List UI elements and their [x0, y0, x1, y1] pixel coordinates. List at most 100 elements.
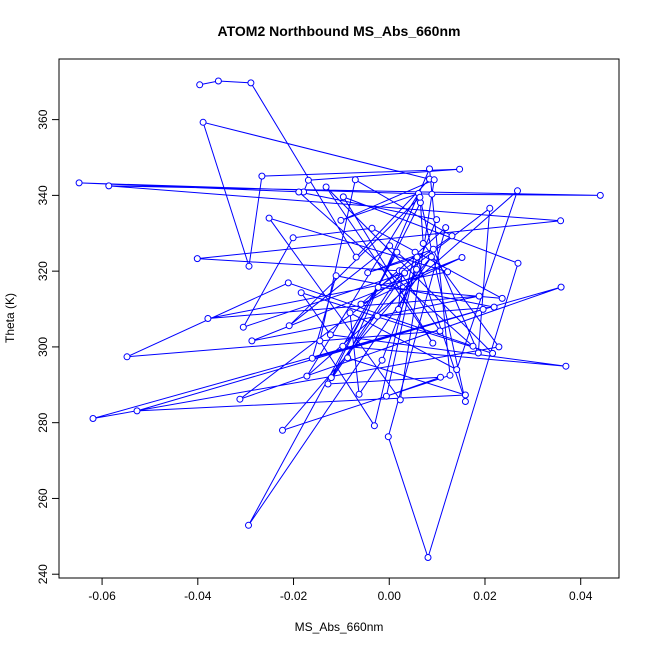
data-point: [453, 366, 461, 374]
data-point: [413, 265, 420, 273]
data-point: [236, 395, 244, 403]
y-tick-label: 260: [36, 488, 50, 508]
data-point: [419, 240, 427, 247]
data-point: [433, 216, 441, 224]
data-point: [437, 373, 444, 381]
data-point: [245, 262, 253, 270]
data-point: [486, 204, 494, 212]
data-point: [284, 279, 292, 287]
data-point: [279, 426, 286, 434]
series-line: [79, 80, 601, 560]
data-point: [133, 407, 141, 415]
data-point: [490, 303, 498, 311]
data-point: [214, 77, 222, 85]
x-tick-label: 0.04: [569, 589, 593, 603]
series-points: [75, 77, 604, 561]
data-point: [474, 349, 482, 357]
y-axis: 240 260 280 300 320 340 360: [36, 109, 60, 584]
y-axis-label: Theta (K): [3, 293, 17, 343]
x-axis-label: MS_Abs_660nm: [295, 620, 384, 634]
data-point: [285, 322, 293, 330]
y-tick-label: 340: [36, 185, 50, 205]
data-point: [370, 422, 378, 430]
data-point: [489, 349, 497, 357]
data-point: [461, 391, 469, 399]
data-point: [248, 337, 256, 345]
data-point: [352, 253, 360, 261]
data-point: [448, 232, 456, 240]
y-tick-label: 300: [36, 337, 50, 357]
data-point: [442, 224, 450, 232]
data-point: [475, 292, 483, 300]
x-tick-label: -0.04: [184, 589, 212, 603]
data-point: [123, 353, 131, 361]
data-point: [316, 337, 324, 345]
data-point: [446, 371, 454, 379]
data-point: [413, 253, 421, 261]
data-point: [557, 217, 565, 225]
data-point: [384, 433, 392, 441]
data-point: [514, 187, 521, 195]
data-point: [326, 331, 334, 339]
data-point: [427, 253, 435, 261]
y-tick-label: 360: [36, 109, 50, 129]
data-point: [436, 327, 444, 335]
data-point: [374, 283, 382, 291]
chart-title: ATOM2 Northbound MS_Abs_660nm: [218, 23, 461, 39]
data-point: [393, 248, 401, 256]
data-point: [332, 272, 340, 280]
data-point: [596, 191, 604, 199]
data-point: [265, 214, 273, 222]
y-tick-label: 320: [36, 261, 50, 281]
data-point: [89, 415, 97, 422]
data-point: [429, 245, 437, 253]
x-tick-label: 0.02: [473, 589, 497, 603]
data-point: [204, 315, 212, 322]
data-point: [295, 188, 303, 196]
data-point: [514, 259, 522, 267]
data-point: [324, 380, 332, 388]
data-point: [346, 309, 354, 317]
data-point: [339, 193, 347, 201]
data-point: [495, 343, 503, 351]
data-point: [193, 255, 201, 263]
x-tick-label: -0.02: [280, 589, 308, 603]
data-point: [456, 165, 464, 173]
data-point: [458, 254, 466, 261]
data-point: [378, 356, 386, 364]
data-point: [337, 216, 345, 224]
data-point: [386, 242, 394, 250]
data-point: [75, 179, 83, 187]
data-point: [429, 339, 437, 347]
data-point: [308, 354, 316, 362]
data-point: [426, 165, 433, 173]
data-point: [351, 176, 359, 184]
data-point: [498, 294, 506, 302]
data-point: [247, 79, 255, 87]
data-point: [424, 554, 432, 561]
data-point: [245, 521, 252, 529]
data-point: [461, 398, 469, 405]
data-point: [105, 182, 113, 190]
data-point: [382, 392, 390, 400]
data-point: [339, 342, 347, 350]
x-tick-label: 0.00: [378, 589, 402, 603]
x-tick-label: -0.06: [88, 589, 116, 603]
data-point: [469, 342, 477, 350]
data-point: [322, 183, 330, 191]
data-point: [297, 289, 305, 297]
data-point: [562, 362, 570, 370]
y-tick-label: 280: [36, 412, 50, 432]
data-point: [303, 372, 311, 380]
data-point: [394, 305, 402, 313]
data-point: [344, 354, 352, 362]
data-point: [428, 190, 436, 198]
data-point: [239, 323, 247, 331]
data-point: [368, 224, 376, 232]
data-point: [430, 176, 438, 184]
data-point: [289, 234, 297, 242]
data-point: [396, 396, 404, 404]
data-point: [196, 81, 204, 89]
